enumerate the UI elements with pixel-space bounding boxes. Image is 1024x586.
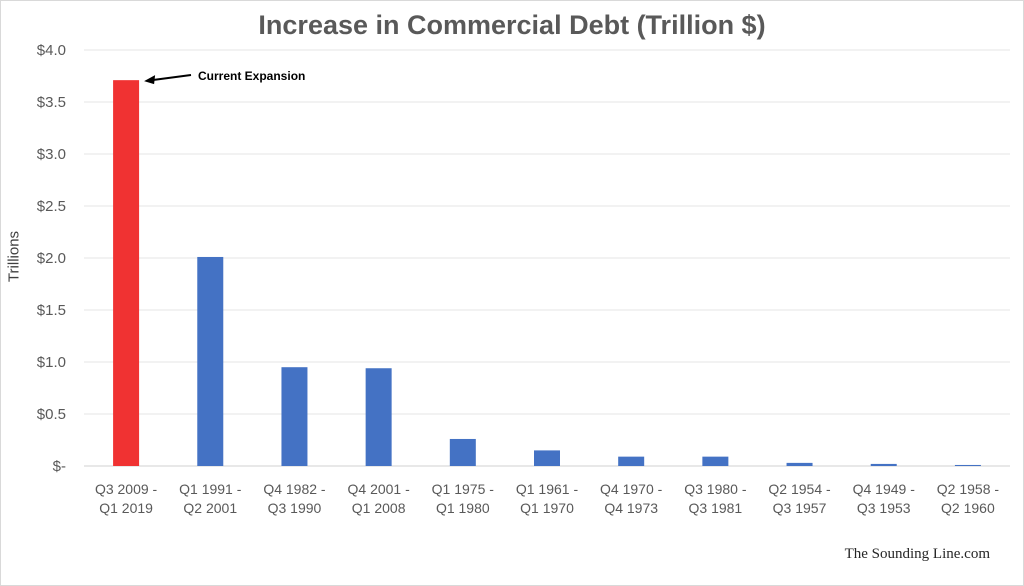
x-tick-label: Q4 2001 - <box>348 481 411 497</box>
bar <box>618 456 645 466</box>
bar <box>281 367 308 466</box>
bar <box>197 256 224 466</box>
y-tick-label: $0.5 <box>37 406 66 423</box>
y-tick-label: $4.0 <box>37 42 66 59</box>
bar <box>449 438 476 466</box>
y-tick-label: $2.5 <box>37 198 66 215</box>
x-tick-label: Q1 1970 <box>520 500 574 516</box>
bar <box>870 463 897 466</box>
x-tick-label: Q2 1958 - <box>937 481 1000 497</box>
x-tick-label: Q3 2009 - <box>95 481 158 497</box>
bar <box>786 462 813 466</box>
bar <box>534 450 560 466</box>
x-tick-label: Q4 1973 <box>604 500 658 516</box>
y-tick-label: $1.5 <box>37 302 66 319</box>
annotation-arrow <box>151 74 192 82</box>
x-tick-label: Q3 1990 <box>268 500 322 516</box>
x-tick-label: Q1 1975 - <box>432 481 495 497</box>
x-tick-label: Q2 2001 <box>183 500 237 516</box>
bar <box>954 464 981 466</box>
x-tick-label: Q2 1954 - <box>768 481 831 497</box>
annotation-label: Current Expansion <box>198 69 305 83</box>
x-tick-label: Q3 1981 <box>689 500 743 516</box>
x-tick-label: Q4 1949 - <box>853 481 916 497</box>
x-tick-label: Q1 1991 - <box>179 481 242 497</box>
annotation-arrowhead <box>144 75 156 85</box>
y-tick-label: $2.0 <box>37 250 66 267</box>
chart-title: Increase in Commercial Debt (Trillion $) <box>258 10 766 40</box>
x-tick-label: Q1 1980 <box>436 500 490 516</box>
y-tick-label: $3.5 <box>37 94 66 111</box>
y-tick-label: $- <box>53 458 66 475</box>
x-tick-label: Q3 1957 <box>773 500 827 516</box>
x-tick-label: Q2 1960 <box>941 500 995 516</box>
bar <box>365 368 392 466</box>
y-tick-label: $3.0 <box>37 146 66 163</box>
x-tick-label: Q1 2019 <box>99 500 153 516</box>
x-tick-label: Q3 1980 - <box>684 481 747 497</box>
x-tick-label: Q3 1953 <box>857 500 911 516</box>
x-tick-label: Q4 1970 - <box>600 481 663 497</box>
bar <box>702 456 729 466</box>
y-tick-label: $1.0 <box>37 354 66 371</box>
bar <box>113 80 140 466</box>
x-tick-label: Q1 2008 <box>352 500 406 516</box>
x-tick-label: Q4 1982 - <box>263 481 326 497</box>
x-tick-label: Q1 1961 - <box>516 481 579 497</box>
source-credit: The Sounding Line.com <box>844 546 990 562</box>
